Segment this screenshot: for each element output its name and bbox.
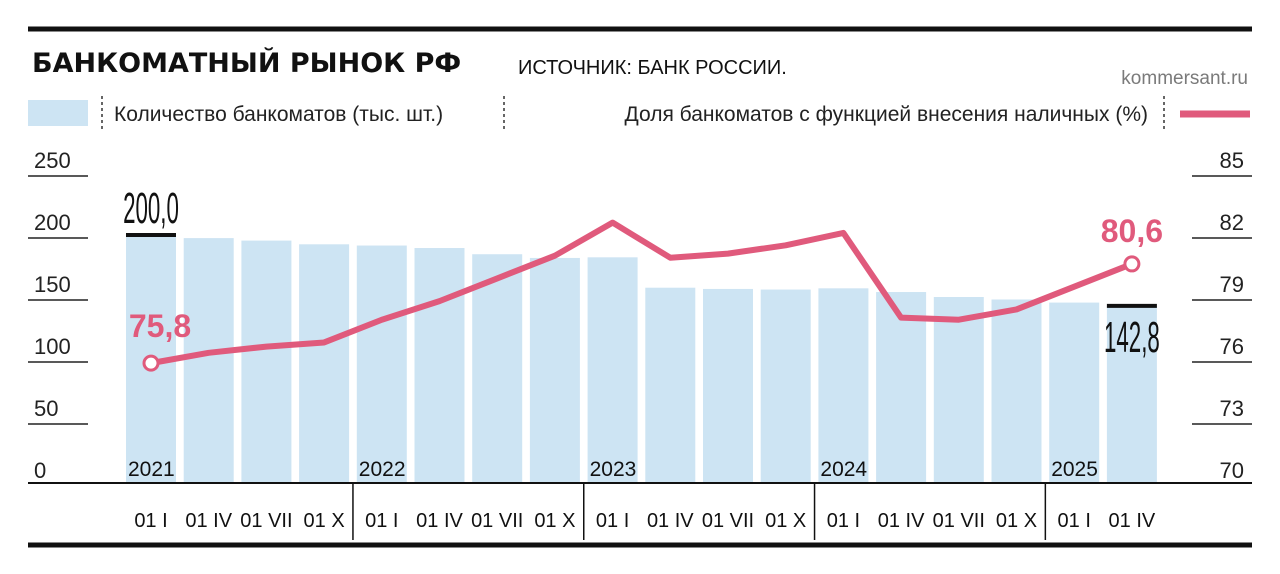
left-axis: 0 50 100 150 200 250 bbox=[28, 148, 88, 483]
category-label: 01 I bbox=[1058, 510, 1091, 532]
legend-line-label: Доля банкоматов с функцией внесения нали… bbox=[625, 103, 1148, 126]
bar bbox=[356, 245, 407, 483]
bar bbox=[991, 299, 1042, 483]
bar bbox=[472, 254, 523, 483]
right-tick-label: 70 bbox=[1220, 458, 1244, 483]
category-label: 01 IV bbox=[1109, 510, 1156, 532]
year-label: 2022 bbox=[359, 458, 406, 481]
year-label: 2023 bbox=[590, 458, 637, 481]
bar bbox=[1106, 305, 1157, 483]
right-tick-label: 73 bbox=[1220, 396, 1244, 421]
line-series bbox=[142, 219, 1141, 372]
line-endpoint-marker bbox=[142, 354, 160, 372]
right-tick-label: 79 bbox=[1220, 272, 1244, 297]
category-label: 01 I bbox=[827, 510, 860, 532]
year-label: 2024 bbox=[820, 458, 867, 481]
category-label: 01 IV bbox=[416, 510, 463, 532]
category-label: 01 IV bbox=[647, 510, 694, 532]
bar bbox=[414, 248, 465, 483]
bar bbox=[529, 257, 580, 483]
left-tick-label: 0 bbox=[34, 458, 46, 483]
category-label: 01 X bbox=[534, 510, 575, 532]
right-tick-label: 76 bbox=[1220, 334, 1244, 359]
category-label: 01 X bbox=[304, 510, 345, 532]
value-labels: 200,0 142,8 75,8 80,6 bbox=[123, 185, 1163, 362]
chart-source: ИСТОЧНИК: БАНК РОССИИ. bbox=[518, 57, 787, 79]
series-line bbox=[148, 219, 1135, 367]
left-tick-label: 250 bbox=[34, 148, 71, 173]
left-tick-label: 50 bbox=[34, 396, 58, 421]
left-tick-label: 200 bbox=[34, 210, 71, 235]
bar-value-label: 142,8 bbox=[1104, 314, 1160, 362]
bar bbox=[1049, 302, 1100, 483]
left-tick-label: 150 bbox=[34, 272, 71, 297]
year-label: 2021 bbox=[128, 458, 175, 481]
year-labels: 2021 2022 2023 2024 2025 bbox=[128, 458, 1098, 481]
category-label: 01 X bbox=[996, 510, 1037, 532]
bar-value-label: 200,0 bbox=[123, 185, 179, 233]
bar bbox=[933, 297, 984, 483]
right-tick-label: 82 bbox=[1220, 210, 1244, 235]
bar bbox=[299, 244, 350, 483]
bar bbox=[876, 292, 927, 483]
category-label: 01 VII bbox=[702, 510, 754, 532]
line-value-label: 80,6 bbox=[1101, 213, 1163, 249]
bar bbox=[587, 257, 638, 483]
x-axis: 01 I 01 IV 01 VII 01 X 01 I 01 IV 01 VII 01 X 01… bbox=[28, 482, 1252, 540]
right-tick-label: 85 bbox=[1220, 148, 1244, 173]
bar bbox=[183, 238, 234, 483]
bar bbox=[703, 288, 753, 483]
category-label: 01 IV bbox=[878, 510, 925, 532]
line-value-label: 75,8 bbox=[129, 308, 191, 344]
bar bbox=[645, 287, 696, 483]
legend: Количество банкоматов (тыс. шт.) Доля ба… bbox=[28, 96, 1250, 132]
right-axis: 70 73 76 79 82 85 bbox=[1192, 148, 1252, 483]
category-label: 01 VII bbox=[471, 510, 523, 532]
bar bbox=[760, 289, 811, 483]
category-label: 01 I bbox=[365, 510, 398, 532]
category-label: 01 X bbox=[765, 510, 806, 532]
category-label: 01 I bbox=[134, 510, 167, 532]
category-label: 01 I bbox=[596, 510, 629, 532]
bar bbox=[818, 288, 869, 483]
bar-series bbox=[126, 235, 1157, 483]
site-credit: kommersant.ru bbox=[1121, 68, 1248, 89]
legend-bar-swatch bbox=[28, 100, 88, 126]
legend-bar-label: Количество банкоматов (тыс. шт.) bbox=[114, 103, 443, 126]
bar bbox=[241, 240, 292, 483]
left-tick-label: 100 bbox=[34, 334, 71, 359]
year-label: 2025 bbox=[1051, 458, 1098, 481]
category-label: 01 VII bbox=[933, 510, 985, 532]
category-label: 01 VII bbox=[240, 510, 292, 532]
line-endpoint-marker bbox=[1123, 255, 1141, 273]
chart-title: БАНКОМАТНЫЙ РЫНОК РФ bbox=[32, 47, 461, 79]
category-label: 01 IV bbox=[185, 510, 232, 532]
